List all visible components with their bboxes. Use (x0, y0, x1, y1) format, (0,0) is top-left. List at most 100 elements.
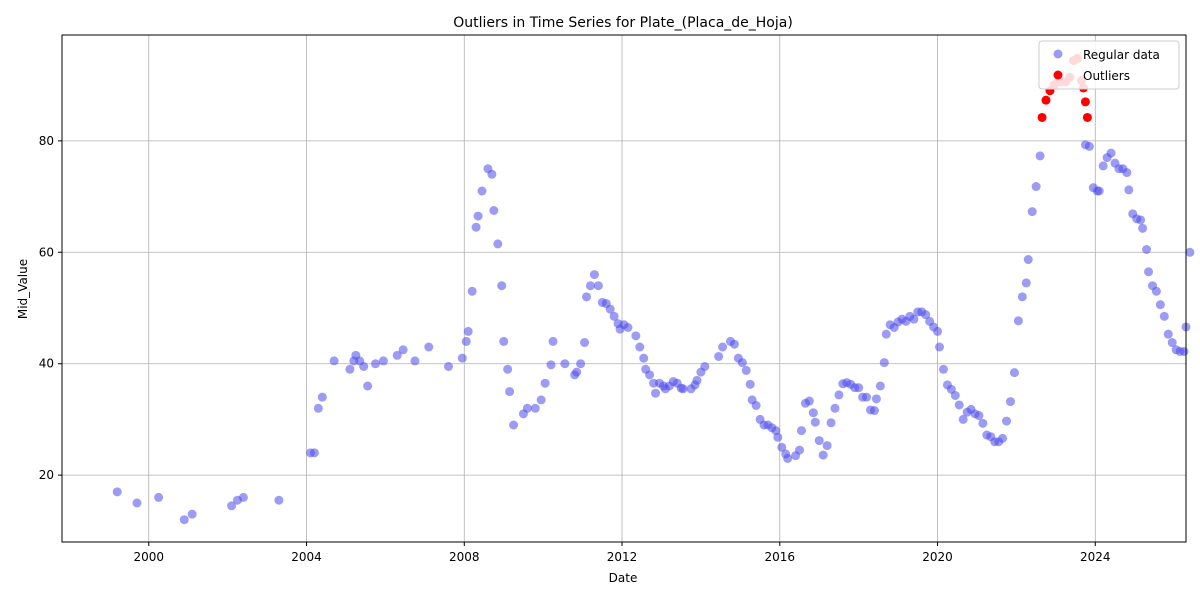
regular-data-point (631, 331, 641, 341)
regular-data-point (1124, 185, 1134, 195)
regular-data-point (678, 384, 688, 394)
regular-data-point (974, 411, 984, 421)
regular-data-point (473, 211, 483, 221)
regular-data-point (363, 381, 373, 391)
x-tick-label: 2000 (133, 550, 164, 564)
regular-data-point (1155, 300, 1165, 310)
outlier-data-point (1080, 97, 1090, 107)
regular-data-point (593, 281, 603, 291)
regular-data-point (830, 403, 840, 413)
regular-data-point (1094, 186, 1104, 196)
y-tick-label: 40 (39, 357, 54, 371)
regular-data-point (345, 364, 355, 374)
regular-data-point (1144, 267, 1154, 277)
x-tick-label: 2008 (449, 550, 480, 564)
legend: Regular data Outliers (1038, 40, 1180, 90)
regular-data-point (714, 351, 724, 361)
regular-data-point (737, 358, 747, 368)
regular-data-point (741, 365, 751, 375)
regular-data-point (651, 388, 661, 398)
regular-data-point (1142, 245, 1152, 254)
regular-data-point (487, 169, 497, 179)
x-tick-label: 2016 (765, 550, 796, 564)
axis-ticks: 2000 2004 2008 2012 2016 2020 2024 20 40 60 80 (39, 134, 1111, 564)
regular-data-point (1098, 161, 1108, 171)
regular-data-point (580, 338, 590, 348)
regular-data-point (509, 420, 519, 430)
regular-data-point (274, 495, 284, 505)
regular-data-point (179, 515, 189, 525)
regular-data-point (818, 450, 828, 460)
x-tick-label: 2004 (291, 550, 322, 564)
regular-data-point (958, 414, 968, 424)
regular-data-point (1084, 141, 1094, 151)
y-tick-label: 80 (39, 134, 54, 148)
regular-data-point (471, 222, 481, 232)
regular-data-point (398, 345, 408, 355)
outlier-data-point (1037, 112, 1047, 122)
regular-data-point (309, 448, 319, 458)
regular-data-point (881, 329, 891, 339)
regular-data-point (933, 326, 943, 336)
regular-data-point (154, 492, 164, 502)
regular-data-point (238, 492, 248, 502)
regular-data-point (810, 417, 820, 427)
regular-data-point (783, 453, 793, 463)
regular-data-point (1167, 338, 1177, 348)
regular-data-point (546, 360, 556, 370)
regular-data-point (921, 310, 931, 320)
data-points (112, 53, 1195, 525)
regular-data-point (1002, 416, 1012, 426)
regular-data-point (804, 396, 814, 406)
regular-data-point (645, 370, 655, 380)
regular-data-point (751, 401, 761, 410)
regular-data-point (1027, 207, 1037, 217)
regular-data-point (609, 311, 619, 321)
regular-data-point (463, 326, 473, 336)
regular-data-point (1023, 255, 1033, 265)
regular-data-point (1031, 182, 1041, 192)
regular-data-point (112, 487, 122, 497)
regular-data-point (1009, 368, 1019, 378)
regular-data-point (777, 442, 787, 452)
regular-data-point (410, 356, 420, 366)
regular-data-point (935, 342, 945, 352)
regular-data-point (560, 359, 570, 369)
x-tick-label: 2024 (1080, 550, 1111, 564)
regular-data-point (505, 387, 515, 397)
regular-data-point (1005, 397, 1015, 407)
regular-data-point (522, 403, 532, 413)
regular-data-point (808, 408, 818, 418)
regular-data-point (1122, 168, 1132, 178)
regular-data-point (536, 395, 546, 405)
regular-data-point (548, 336, 558, 346)
legend-marker-outliers (1053, 70, 1063, 80)
y-axis-label: Mid_Value (16, 259, 30, 319)
regular-data-point (1179, 346, 1189, 356)
legend-box (1038, 40, 1180, 90)
regular-data-point (854, 383, 864, 393)
chart-title: Outliers in Time Series for Plate_(Placa… (453, 15, 793, 31)
regular-data-point (424, 342, 434, 352)
regular-data-point (461, 336, 471, 346)
regular-data-point (582, 292, 592, 302)
regular-data-point (700, 362, 710, 371)
regular-data-point (477, 186, 487, 196)
regular-data-point (1136, 215, 1146, 225)
regular-data-point (1017, 292, 1027, 302)
regular-data-point (1185, 247, 1195, 257)
legend-label-regular: Regular data (1083, 48, 1160, 62)
regular-data-point (572, 367, 582, 377)
grid (62, 35, 1186, 542)
regular-data-point (371, 359, 381, 369)
regular-data-point (489, 206, 499, 215)
regular-data-point (1035, 151, 1045, 161)
regular-data-point (869, 406, 879, 416)
regular-data-point (623, 323, 633, 332)
regular-data-point (227, 501, 237, 511)
outlier-data-point (1041, 95, 1051, 105)
regular-data-point (499, 336, 509, 346)
regular-data-point (1013, 316, 1023, 326)
regular-data-point (814, 436, 824, 446)
